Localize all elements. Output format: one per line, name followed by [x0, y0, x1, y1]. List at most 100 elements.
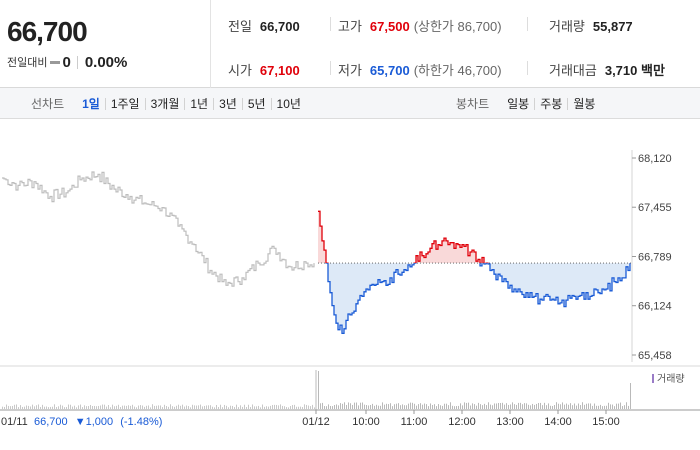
period-3y-tab[interactable]: 3년 [213, 97, 242, 110]
volume-bar [468, 402, 469, 409]
volume-bar [278, 405, 279, 409]
candle-weekly-tab[interactable]: 주봉 [534, 97, 567, 110]
volume-bar [342, 403, 343, 409]
volume-bar [152, 404, 153, 409]
volume-bar [262, 404, 263, 409]
volume-bar [134, 406, 135, 409]
stat-value: 55,877 [592, 19, 633, 34]
volume-bar [364, 404, 365, 409]
period-1y-tab[interactable]: 1년 [184, 97, 213, 110]
volume-bar [126, 405, 127, 409]
y-axis: 68,120 67,455 66,789 66,124 65,458 [632, 153, 672, 362]
volume-bar [14, 404, 15, 409]
today-line-down [325, 263, 631, 335]
volume-bar [288, 407, 289, 409]
period-10y-tab[interactable]: 10년 [270, 97, 306, 110]
stat-prev-close: 전일 66,700 [228, 16, 300, 35]
change-percent: 0.00% [84, 53, 128, 71]
volume-bar [172, 406, 173, 409]
volume-bar [164, 404, 165, 409]
change-value: 0 [62, 53, 71, 71]
volume-bar [586, 403, 587, 409]
volume-bar [110, 407, 111, 409]
volume-bar [96, 406, 97, 409]
volume-bar [252, 404, 253, 409]
volume-bar [628, 405, 629, 409]
volume-bar [324, 406, 325, 409]
volume-bar [458, 405, 459, 409]
volume-bar [52, 406, 53, 409]
volume-bar [306, 404, 307, 409]
volume-bar [564, 404, 565, 409]
volume-bar [618, 403, 619, 409]
divider [330, 61, 331, 75]
volume-bar [206, 405, 207, 409]
volume-bar [470, 405, 471, 409]
stat-value: 65,700 [369, 63, 410, 78]
volume-bar [228, 407, 229, 409]
x-axis-ticks: 01/11 01/12 10:00 11:00 12:00 13:00 14:00 15:00 [1, 410, 620, 428]
volume-bar [494, 403, 495, 409]
volume-bar [590, 403, 591, 409]
volume-bar [118, 404, 119, 409]
line-chart-label: 선차트 [31, 97, 65, 111]
volume-bar [46, 406, 47, 409]
stat-label: 전일 [228, 19, 252, 34]
today-line-up [318, 210, 489, 264]
volume-bar [614, 406, 615, 409]
volume-bar [466, 402, 467, 409]
volume-bar [80, 404, 81, 409]
volume-bar [566, 403, 567, 409]
volume-bar [186, 405, 187, 409]
stat-volume: 거래량 55,877 [549, 16, 633, 35]
volume-bar [512, 402, 513, 409]
volume-bar [48, 407, 49, 409]
volume-bar [220, 404, 221, 409]
volume-bar [598, 405, 599, 409]
volume-bar [72, 406, 73, 409]
volume-bar [528, 404, 529, 409]
volume-bar [198, 405, 199, 409]
volume-bar [154, 405, 155, 409]
volume-bar [258, 405, 259, 409]
volume-bar [148, 405, 149, 409]
volume-bar [404, 405, 405, 409]
volume-bar [504, 404, 505, 409]
volume-bar [382, 402, 383, 409]
candle-monthly-tab[interactable]: 월봉 [567, 97, 600, 110]
volume-bar [542, 405, 543, 409]
volume-bar [286, 407, 287, 409]
period-3m-tab[interactable]: 3개월 [144, 97, 185, 110]
volume-bar [626, 402, 627, 409]
volume-bar [8, 405, 9, 409]
stat-value: 3,710 백만 [604, 63, 665, 78]
volume-bar [346, 404, 347, 409]
volume-bar [508, 404, 509, 409]
candle-daily-tab[interactable]: 일봉 [507, 96, 530, 111]
volume-bar [522, 404, 523, 409]
volume-bar [294, 404, 295, 409]
volume-bar [50, 406, 51, 409]
period-1w-tab[interactable]: 1주일 [104, 97, 145, 110]
volume-bar [604, 405, 605, 409]
quote-summary: 66,700 전일대비 0 0.00% [0, 0, 211, 88]
volume-bar [216, 404, 217, 409]
stat-note: (하한가 46,700) [413, 63, 502, 78]
today-fill [318, 211, 630, 334]
volume-bar [90, 404, 91, 409]
volume-bar [372, 403, 373, 409]
volume-bar [224, 404, 225, 409]
divider [527, 17, 528, 31]
period-5y-tab[interactable]: 5년 [241, 97, 271, 110]
volume-bar [332, 406, 333, 409]
volume-bar [120, 407, 121, 409]
volume-bar [524, 403, 525, 409]
volume-bar [452, 405, 453, 409]
x-tick-label: 11:00 [401, 416, 428, 428]
volume-bar [320, 403, 321, 409]
volume-bar [624, 405, 625, 409]
period-1d-tab[interactable]: 1일 [82, 96, 100, 111]
volume-bar [34, 406, 35, 409]
volume-bar [170, 404, 171, 409]
volume-bar [460, 403, 461, 409]
